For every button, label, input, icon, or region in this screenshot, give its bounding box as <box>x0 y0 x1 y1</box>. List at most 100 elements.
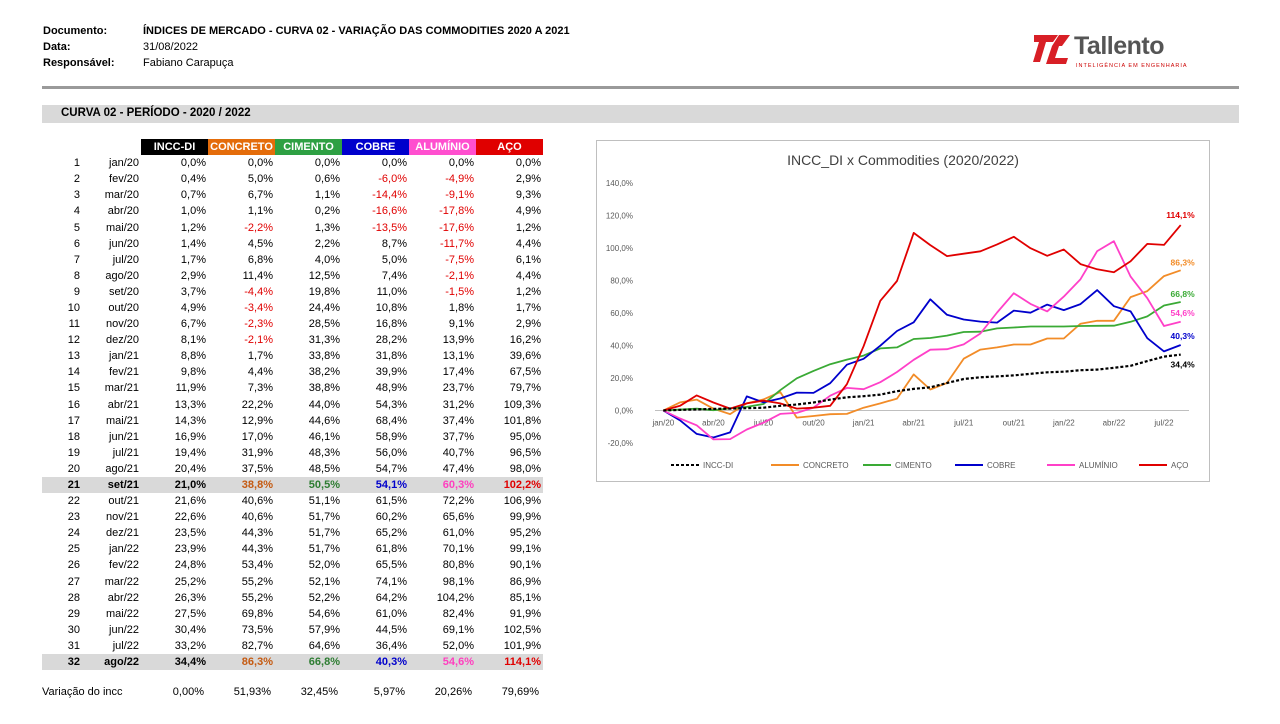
row-month: ago/21 <box>105 462 139 475</box>
section-band: CURVA 02 - PERÍODO - 2020 / 2022 <box>42 105 1239 123</box>
x-tick-label: jan/21 <box>852 419 875 428</box>
table-row: 10 out/20 4,9% -3,4% 24,4% 10,8% 1,8% 1,7% <box>42 300 543 316</box>
row-value: 8,1% <box>180 334 206 347</box>
row-month: jun/21 <box>109 430 139 443</box>
row-month: mar/22 <box>104 575 139 588</box>
row-month: jul/20 <box>112 253 139 266</box>
header-cimento: CIMENTO <box>275 139 342 156</box>
row-value: 98,0% <box>509 462 541 475</box>
y-tick-label: 40,0% <box>610 342 633 351</box>
row-value: 10,8% <box>375 301 407 314</box>
row-month: dez/21 <box>105 527 139 540</box>
row-value: 33,8% <box>308 350 340 363</box>
row-value: 2,2% <box>314 237 340 250</box>
row-number: 10 <box>67 301 80 314</box>
row-value: 53,4% <box>241 559 273 572</box>
row-value: 31,8% <box>375 350 407 363</box>
row-value: 19,4% <box>174 446 206 459</box>
row-value: 7,4% <box>381 269 407 282</box>
row-value: -1,5% <box>445 285 474 298</box>
header-month: Mês <box>82 139 141 156</box>
row-month: fev/22 <box>109 559 139 572</box>
row-month: mai/20 <box>105 221 139 234</box>
table-row: 1 jan/20 0,0% 0,0% 0,0% 0,0% 0,0% 0,0% <box>42 155 543 171</box>
row-value: -13,5% <box>372 221 407 234</box>
table-row: 32 ago/22 34,4% 86,3% 66,8% 40,3% 54,6% 114,1% <box>42 654 543 671</box>
series-line-concreto <box>662 269 1181 419</box>
row-value: 48,3% <box>308 446 340 459</box>
row-value: 38,8% <box>208 476 275 494</box>
x-tick-label: out/20 <box>802 419 825 428</box>
row-value: 13,1% <box>442 350 474 363</box>
row-value: -17,8% <box>439 205 474 218</box>
series-line-cobre <box>662 289 1182 439</box>
row-number: 29 <box>67 607 80 620</box>
footer-label: Variação do incc <box>42 686 123 698</box>
row-value: 34,4% <box>141 654 208 671</box>
row-value: 1,7% <box>247 350 273 363</box>
row-value: 95,2% <box>509 527 541 540</box>
row-value: 17,4% <box>442 366 474 379</box>
table-row: 14 fev/21 9,8% 4,4% 38,2% 39,9% 17,4% 67,5% <box>42 364 543 380</box>
header-aluminio: ALUMÍNIO <box>409 139 476 156</box>
commodities-table: n Mês INCC-DI CONCRETO CIMENTO COBRE ALUMÍNIO A… <box>42 139 543 671</box>
row-value: 12,5% <box>308 269 340 282</box>
tallento-logo: Tallento INTELIGÊNCIA EM ENGENHARIA <box>1032 30 1192 74</box>
row-value: -2,1% <box>244 334 273 347</box>
row-value: 31,2% <box>442 398 474 411</box>
row-value: 3,7% <box>180 285 206 298</box>
row-month: ago/20 <box>105 269 139 282</box>
row-value: 13,9% <box>442 334 474 347</box>
row-value: 65,6% <box>442 511 474 524</box>
row-value: 24,8% <box>174 559 206 572</box>
row-value: 6,1% <box>515 253 541 266</box>
row-value: 8,8% <box>180 350 206 363</box>
row-value: 64,2% <box>375 591 407 604</box>
row-value: 22,2% <box>241 398 273 411</box>
row-number: 31 <box>67 639 80 652</box>
row-value: 23,5% <box>174 527 206 540</box>
row-value: 65,5% <box>375 559 407 572</box>
row-value: 1,1% <box>314 189 340 202</box>
table-row: 6 jun/20 1,4% 4,5% 2,2% 8,7% -11,7% 4,4% <box>42 236 543 252</box>
row-value: 37,5% <box>241 462 273 475</box>
row-value: 48,9% <box>375 382 407 395</box>
row-value: 22,6% <box>174 511 206 524</box>
row-month: jan/21 <box>109 350 139 363</box>
row-value: 23,9% <box>174 543 206 556</box>
line-chart: INCC_DI x Commodities (2020/2022) -20,0% 0… <box>606 152 1195 470</box>
row-value: 61,0% <box>375 607 407 620</box>
row-value: 72,2% <box>442 495 474 508</box>
row-number: 5 <box>73 221 80 234</box>
row-number: 20 <box>67 462 80 475</box>
row-value: 69,1% <box>442 623 474 636</box>
x-tick-label: jul/21 <box>953 419 974 428</box>
row-value: 60,2% <box>375 511 407 524</box>
row-value: 102,2% <box>476 476 543 494</box>
row-value: 0,0% <box>448 157 474 170</box>
row-number: 13 <box>67 350 80 363</box>
series-line-incc-di <box>663 353 1181 412</box>
row-value: 7,3% <box>247 382 273 395</box>
table-row: 22 out/21 21,6% 40,6% 51,1% 61,5% 72,2% 106,9% <box>42 493 543 509</box>
row-value: -4,4% <box>244 285 273 298</box>
x-tick-label: jul/22 <box>1153 419 1174 428</box>
table-row: 2 fev/20 0,4% 5,0% 0,6% -6,0% -4,9% 2,9% <box>42 171 543 187</box>
row-value: 4,0% <box>314 253 340 266</box>
row-value: 51,1% <box>308 495 340 508</box>
row-month: mai/22 <box>105 607 139 620</box>
row-value: 27,5% <box>174 607 206 620</box>
document-meta: Documento: ÍNDICES DE MERCADO - CURVA 02 … <box>43 23 570 71</box>
row-value: 68,4% <box>375 414 407 427</box>
table-row: 7 jul/20 1,7% 6,8% 4,0% 5,0% -7,5% 6,1% <box>42 252 543 268</box>
x-tick-label: jan/22 <box>1052 419 1075 428</box>
row-number: 8 <box>73 269 80 282</box>
x-tick-label: abr/20 <box>702 419 725 428</box>
row-value: 82,4% <box>442 607 474 620</box>
table-row: 31 jul/22 33,2% 82,7% 64,6% 36,4% 52,0% 101,9% <box>42 638 543 654</box>
y-tick-label: 100,0% <box>606 244 633 253</box>
row-value: 86,3% <box>208 654 275 671</box>
row-value: 2,9% <box>515 173 541 186</box>
row-value: 102,5% <box>503 623 541 636</box>
row-value: 0,0% <box>180 157 206 170</box>
